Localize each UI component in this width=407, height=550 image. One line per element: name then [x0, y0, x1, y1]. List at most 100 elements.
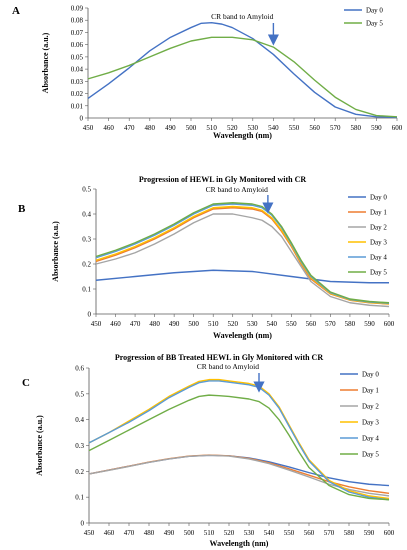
x-tick-label: 530 [244, 529, 255, 537]
x-tick-label: 540 [268, 124, 279, 132]
y-tick-label: 0.02 [71, 90, 84, 98]
x-tick-label: 480 [144, 529, 155, 537]
y-tick-label: 0.04 [71, 66, 84, 74]
legend-label: Day 0 [370, 194, 387, 202]
x-tick-label: 520 [227, 320, 238, 328]
x-tick-label: 490 [169, 320, 180, 328]
y-tick-label: 0.01 [71, 102, 84, 110]
y-tick-label: 0.5 [82, 186, 91, 194]
y-tick-label: 0 [88, 311, 92, 319]
y-tick-label: 0.08 [71, 17, 84, 25]
series-line-day-4 [95, 203, 390, 304]
x-tick-label: 480 [149, 320, 160, 328]
x-tick-label: 560 [309, 124, 320, 132]
legend-label: Day 0 [366, 7, 383, 15]
x-tick-label: 550 [286, 320, 297, 328]
series-line-day-4 [88, 380, 390, 501]
y-tick-label: 0 [80, 115, 84, 123]
series-line-day-0 [88, 454, 390, 487]
series-line-day-3 [95, 205, 390, 305]
y-tick-label: 0.07 [71, 29, 84, 37]
x-tick-label: 470 [124, 124, 135, 132]
legend-label: Day 5 [366, 20, 383, 28]
x-tick-label: 500 [184, 529, 195, 537]
x-tick-label: 540 [264, 529, 275, 537]
series-line-day-2 [95, 213, 390, 308]
y-tick-label: 0.2 [82, 261, 91, 269]
y-tick-label: 0.4 [82, 211, 91, 219]
x-tick-label: 560 [304, 529, 315, 537]
annotation-text: CR band to Amyloid [206, 185, 269, 194]
x-axis-label: Wavelength (nm) [210, 539, 269, 548]
chart-title: Progression of HEWL in Gly Monitored wit… [139, 175, 307, 184]
x-tick-label: 520 [224, 529, 235, 537]
x-tick-label: 450 [83, 124, 94, 132]
panel-label-a: A [12, 5, 20, 17]
x-tick-label: 530 [247, 320, 258, 328]
x-tick-label: 480 [145, 124, 156, 132]
legend-label: Day 2 [362, 403, 379, 411]
panel-label-c: C [22, 377, 30, 389]
x-tick-label: 600 [384, 320, 395, 328]
chart-title: Progression of BB Treated HEWL in Gly Mo… [115, 353, 323, 362]
y-tick-label: 0.2 [75, 468, 84, 476]
x-tick-label: 490 [164, 529, 175, 537]
x-axis-label: Wavelength (nm) [213, 131, 272, 140]
legend-label: Day 4 [362, 435, 379, 443]
y-tick-label: 0.3 [82, 236, 91, 244]
x-tick-label: 450 [84, 529, 95, 537]
y-tick-label: 0.5 [75, 390, 84, 398]
legend-label: Day 4 [370, 254, 387, 262]
y-tick-label: 0 [81, 520, 85, 528]
x-axis-label: Wavelength (nm) [213, 331, 272, 340]
x-tick-label: 460 [104, 529, 115, 537]
legend-label: Day 3 [370, 239, 387, 247]
x-tick-label: 570 [330, 124, 341, 132]
x-tick-label: 510 [208, 320, 219, 328]
x-tick-label: 510 [204, 529, 215, 537]
x-tick-label: 550 [289, 124, 300, 132]
y-tick-label: 0.05 [71, 53, 84, 61]
x-tick-label: 590 [364, 320, 375, 328]
series-line-day-3 [88, 378, 390, 500]
x-tick-label: 580 [344, 529, 355, 537]
x-tick-label: 600 [384, 529, 395, 537]
x-tick-label: 590 [371, 124, 382, 132]
legend-label: Day 5 [370, 269, 387, 277]
series-line-day-5 [95, 202, 390, 304]
annotation-text: CR band to Amyloid [211, 12, 274, 21]
x-tick-label: 460 [103, 124, 114, 132]
legend-label: Day 1 [362, 387, 379, 395]
x-tick-label: 500 [188, 320, 199, 328]
x-tick-label: 520 [227, 124, 238, 132]
legend-label: Day 0 [362, 371, 379, 379]
x-tick-label: 560 [306, 320, 317, 328]
legend-label: Day 1 [370, 209, 387, 217]
annotation-text: CR band to Amyloid [197, 362, 260, 371]
x-tick-label: 550 [284, 529, 295, 537]
x-tick-label: 570 [325, 320, 336, 328]
x-tick-label: 600 [392, 124, 403, 132]
y-tick-label: 0.09 [71, 5, 84, 13]
x-tick-label: 500 [186, 124, 197, 132]
y-tick-label: 0.1 [82, 286, 91, 294]
x-tick-label: 510 [206, 124, 217, 132]
x-tick-label: 580 [351, 124, 362, 132]
y-tick-label: 0.6 [75, 365, 84, 373]
y-tick-label: 0.3 [75, 442, 84, 450]
y-tick-label: 0.4 [75, 416, 84, 424]
x-tick-label: 490 [165, 124, 176, 132]
series-line-day-1 [95, 207, 390, 305]
legend-label: Day 3 [362, 419, 379, 427]
legend-label: Day 2 [370, 224, 387, 232]
x-tick-label: 470 [124, 529, 135, 537]
x-tick-label: 530 [248, 124, 259, 132]
panel-label-b: B [18, 203, 26, 215]
series-line-day-5 [88, 394, 390, 501]
legend-label: Day 5 [362, 451, 379, 459]
series-line-day-0 [95, 269, 389, 284]
y-tick-label: 0.1 [75, 494, 84, 502]
x-tick-label: 580 [345, 320, 356, 328]
y-axis-label: Absorbance (a.u.) [41, 32, 50, 93]
